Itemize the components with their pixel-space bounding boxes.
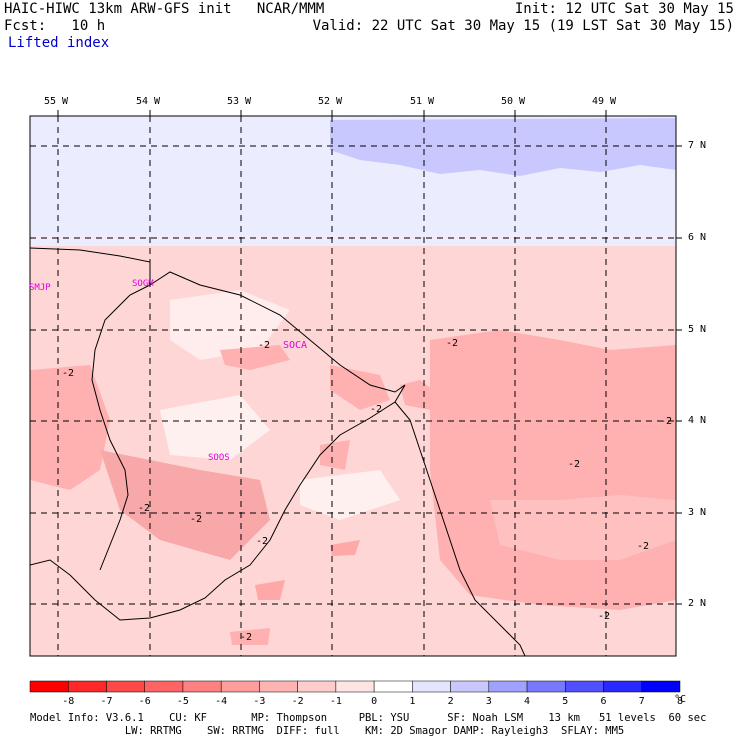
contour-label: -2 [190, 514, 203, 525]
lon-label: 54 W [136, 96, 161, 107]
colorbar-swatch [641, 680, 681, 693]
station-label: SOGM [132, 279, 154, 289]
colorbar-tick-label: 0 [371, 696, 378, 707]
colorbar-tick-label: 5 [562, 696, 569, 707]
colorbar-tick-label: -4 [215, 696, 228, 707]
stable-region-strong [330, 118, 676, 176]
colorbar-swatch [29, 680, 69, 693]
model-info-line2: LW: RRTMG SW: RRTMG DIFF: full KM: 2D Sm… [30, 725, 625, 737]
colorbar-tick-label: -6 [138, 696, 151, 707]
lon-label: 50 W [501, 96, 526, 107]
colorbar-tick-label: 6 [600, 696, 607, 707]
lon-label: 49 W [592, 96, 617, 107]
contour-label: -2 [637, 541, 650, 552]
axis-ticks [57, 110, 682, 605]
contour-label: -2 [660, 416, 673, 427]
lon-label: 53 W [227, 96, 252, 107]
colorbar-tick-label: 7 [638, 696, 645, 707]
colorbar-tick-label: 8 [676, 696, 684, 707]
colorbar-tick-label: -2 [291, 696, 304, 707]
colorbar-tick-label: 2 [447, 696, 454, 707]
lat-label: 5 N [688, 324, 707, 335]
forecast-hour: Fcst: 10 h [4, 18, 106, 34]
colorbar-swatch [412, 680, 451, 693]
colorbar-swatch [220, 680, 260, 693]
map-frame [29, 115, 677, 657]
colorbar-swatch [144, 680, 184, 693]
colorbar-swatch [67, 680, 107, 693]
contour-label: -2 [598, 611, 611, 622]
country-borders [30, 247, 526, 656]
colorbar-swatch [182, 680, 222, 693]
colorbar-swatch [259, 680, 298, 693]
contour-label: -2 [62, 368, 75, 379]
colorbar-swatch [297, 680, 337, 693]
colorbar-swatch [565, 680, 604, 693]
colorbar-swatch [335, 680, 375, 693]
station-label: SOCA [283, 340, 308, 351]
contour-label: -2 [138, 503, 151, 514]
model-title: HAIC-HIWC 13km ARW-GFS init NCAR/MMM [4, 1, 325, 17]
colorbar-swatch [526, 680, 566, 693]
model-info-line1: Model Info: V3.6.1 CU: KF MP: Thompson P… [30, 712, 707, 724]
field-name: Lifted index [8, 35, 110, 51]
colorbar [29, 680, 681, 693]
colorbar-tick-label: -5 [176, 696, 189, 707]
contour-label: -2 [446, 338, 459, 349]
unstable-region [30, 365, 110, 490]
lon-label: 51 W [410, 96, 435, 107]
colorbar-swatch [373, 680, 413, 693]
init-time: Init: 12 UTC Sat 30 May 15 [514, 1, 734, 17]
colorbar-tick-label: 1 [409, 696, 416, 707]
lat-label: 2 N [688, 598, 707, 609]
contour-label: -2 [370, 404, 383, 415]
colorbar-tick-label: -7 [100, 696, 113, 707]
colorbar-tick-label: -1 [329, 696, 342, 707]
contour-label: -2 [258, 340, 271, 351]
colorbar-tick-label: -3 [253, 696, 266, 707]
colorbar-unit: °C [674, 694, 687, 705]
lat-label: 6 N [688, 232, 707, 243]
contour-label: -2 [568, 459, 581, 470]
lon-label: 55 W [44, 96, 69, 107]
lat-label: 3 N [688, 507, 707, 518]
valid-time: Valid: 22 UTC Sat 30 May 15 (19 LST Sat … [312, 18, 734, 34]
colorbar-tick-label: 4 [524, 696, 531, 707]
colorbar-swatch [603, 680, 643, 693]
contour-label: -2 [240, 632, 253, 643]
station-label: SOOS [208, 453, 230, 463]
station-label: SMJP [29, 283, 51, 293]
colorbar-swatch [106, 680, 145, 693]
lon-label: 52 W [318, 96, 343, 107]
lat-lon-grid [30, 116, 676, 656]
colorbar-swatch [450, 680, 490, 693]
lat-label: 4 N [688, 415, 707, 426]
colorbar-tick-label: 3 [485, 696, 492, 707]
colorbar-swatch [488, 680, 528, 693]
lat-label: 7 N [688, 140, 707, 151]
colorbar-tick-label: -8 [62, 696, 75, 707]
contour-label: -2 [256, 536, 269, 547]
